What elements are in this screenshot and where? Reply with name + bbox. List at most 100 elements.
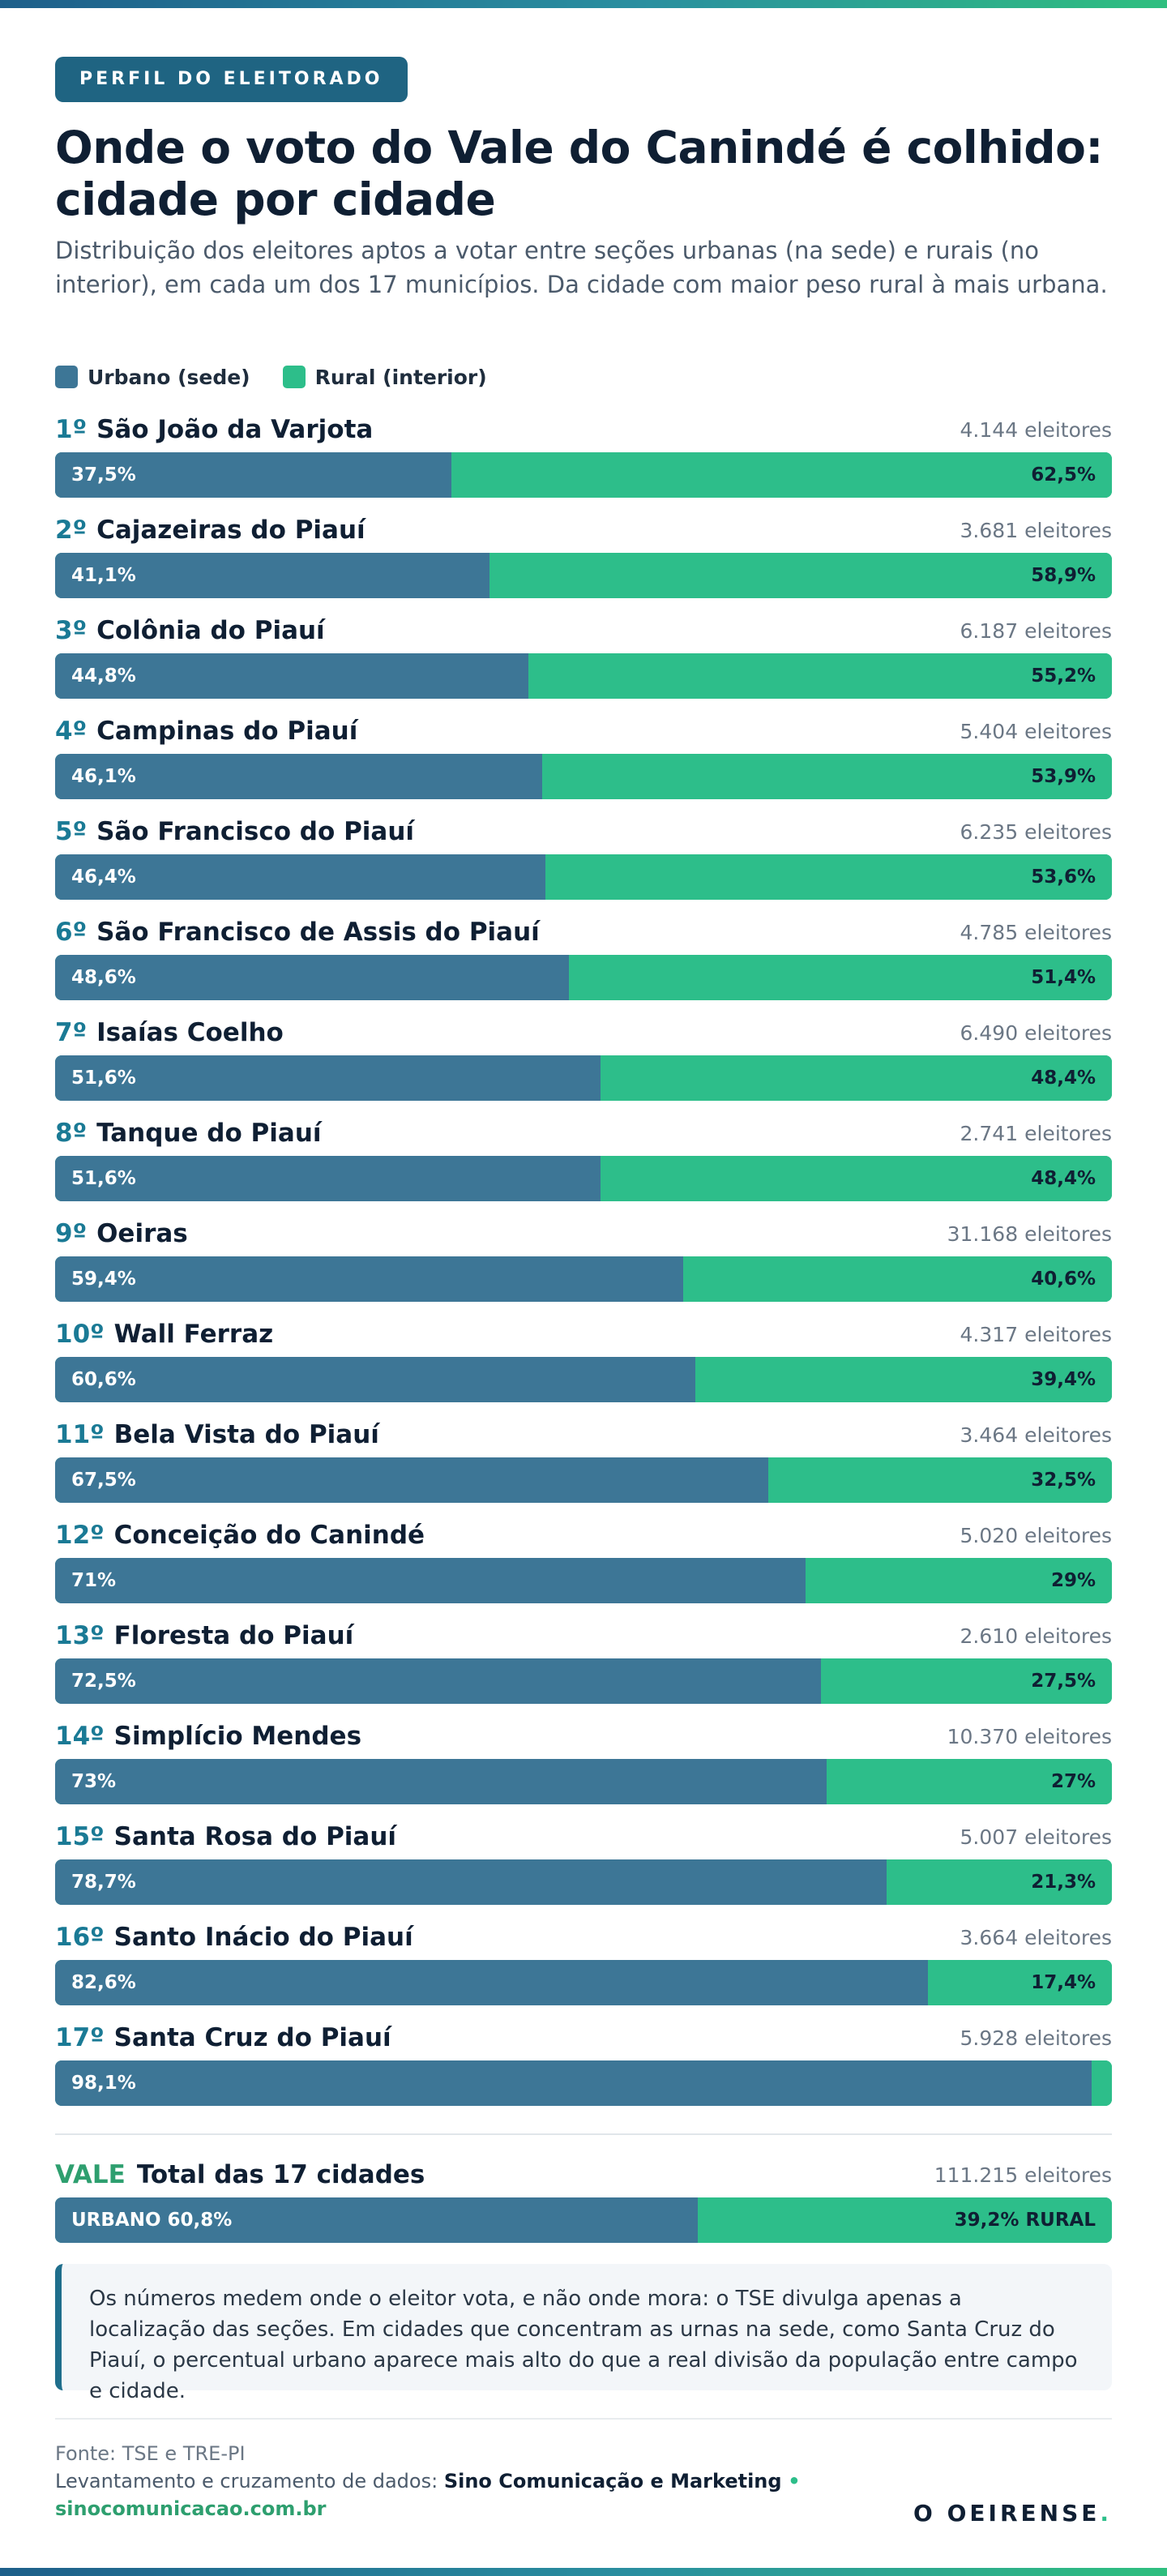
bar-segment-rural [528,653,1112,699]
bar-segment-urban [55,1156,601,1201]
row-voters-count: 4.144 [960,417,1019,442]
rural-value-label: 53,6% [1031,867,1096,888]
row-rank: 9º [55,1219,88,1248]
rural-value-label: 48,4% [1031,1068,1096,1089]
row-head: 10º Wall Ferraz 4.317 eleitores [55,1314,1112,1354]
bar-segment-rural [489,553,1112,598]
row-head: 5º São Francisco do Piauí 6.235 eleitores [55,811,1112,852]
urban-value-label: 67,5% [71,1470,136,1491]
row-voters-unit: eleitores [1024,920,1112,944]
brand-logo: O OEIRENSE. [913,2500,1112,2527]
row-head: 12º Conceição do Canindé 5.020 eleitores [55,1515,1112,1555]
row-bar: 78,7% 21,3% [55,1859,1112,1905]
row-head: 14º Simplício Mendes 10.370 eleitores [55,1716,1112,1757]
row-bar: 67,5% 32,5% [55,1457,1112,1503]
row-city: Conceição do Canindé [113,1521,425,1550]
chart-row: 3º Colônia do Piauí 6.187 eleitores 44,8% 55,… [55,610,1112,711]
bar-segment-rural [887,1859,1112,1905]
urban-value-label: 98,1% [71,2073,136,2094]
chart-row: 15º Santa Rosa do Piauí 5.007 eleitores 78,7… [55,1816,1112,1917]
site-link[interactable]: sinocomunicacao.com.br [55,2497,327,2520]
chart-row: 8º Tanque do Piauí 2.741 eleitores 51,6% 48,4… [55,1113,1112,1213]
row-voters: 4.144 eleitores [960,418,1112,442]
row-voters-count: 31.168 [947,1222,1019,1246]
row-bar: 72,5% 27,5% [55,1658,1112,1704]
bar-segment-urban [55,1759,827,1804]
row-voters: 6.235 eleitores [960,820,1112,844]
row-head: 8º Tanque do Piauí 2.741 eleitores [55,1113,1112,1153]
chart-legend: Urbano (sede) Rural (interior) [55,362,519,392]
row-head: 15º Santa Rosa do Piauí 5.007 eleitores [55,1816,1112,1857]
bar-segment-rural [1092,2060,1112,2106]
row-bar: 51,6% 48,4% [55,1055,1112,1101]
row-rank: 10º [55,1320,105,1349]
row-voters: 5.404 eleitores [960,720,1112,743]
row-rank: 3º [55,616,88,645]
rural-value-label: 58,9% [1031,565,1096,586]
row-voters-count: 4.317 [960,1322,1019,1346]
brand-name: O OEIRENSE [913,2500,1101,2527]
row-voters: 6.490 eleitores [960,1021,1112,1045]
row-city: Oeiras [96,1219,188,1248]
divider [55,2133,1112,2135]
row-rank: 14º [55,1722,105,1751]
row-voters-count: 2.610 [960,1624,1019,1648]
bar-segment-rural [821,1658,1112,1704]
brand-dot: . [1100,2500,1112,2527]
row-voters: 4.317 eleitores [960,1323,1112,1346]
total-voters-unit: eleitores [1024,2163,1112,2187]
row-head: 17º Santa Cruz do Piauí 5.928 eleitores [55,2018,1112,2058]
urban-value-label: 51,6% [71,1168,136,1189]
row-rank: 13º [55,1621,105,1650]
row-voters-count: 2.741 [960,1121,1019,1145]
bar-segment-urban [55,1960,929,2005]
row-voters-unit: eleitores [1024,518,1112,542]
row-voters-count: 3.464 [960,1423,1019,1447]
row-voters-count: 4.785 [960,920,1019,944]
legend-swatch-rural [282,366,306,388]
credit-prefix: Levantamento e cruzamento de dados: [55,2470,438,2493]
row-voters-unit: eleitores [1024,1121,1112,1145]
total-row-head: VALE Total das 17 cidades 111.215 eleito… [55,2155,1112,2195]
page-subtitle: Distribuição dos eleitores aptos a votar… [55,237,1108,298]
chart-row: 5º São Francisco do Piauí 6.235 eleitores 46… [55,811,1112,912]
row-bar: 41,1% 58,9% [55,553,1112,598]
total-voters-count: 111.215 [934,2163,1019,2187]
row-voters-count: 6.187 [960,618,1019,643]
row-bar: 46,4% 53,6% [55,854,1112,900]
row-bar: 71% 29% [55,1558,1112,1603]
row-bar: 98,1% [55,2060,1112,2106]
bar-segment-rural [600,1156,1112,1201]
rural-value-label: 39,4% [1031,1369,1096,1390]
rural-value-label: 55,2% [1031,665,1096,687]
row-bar: 44,8% 55,2% [55,653,1112,699]
row-rank: 1º [55,415,88,444]
urban-value-label: 72,5% [71,1671,136,1692]
row-voters-unit: eleitores [1024,1523,1112,1547]
total-tag: VALE [55,2160,126,2189]
row-city: Floresta do Piauí [113,1621,354,1650]
row-rank: 6º [55,918,88,947]
chart-row: 2º Cajazeiras do Piauí 3.681 eleitores 41,1%… [55,510,1112,610]
total-voters: 111.215 eleitores [934,2163,1112,2187]
row-voters-count: 6.490 [960,1021,1019,1045]
row-rank: 16º [55,1923,105,1952]
bottom-gradient-strip [0,2568,1167,2576]
chart-row: 13º Floresta do Piauí 2.610 eleitores 72,5% 2… [55,1615,1112,1716]
legend-swatch-urban [55,366,78,388]
row-bar: 51,6% 48,4% [55,1156,1112,1201]
chart-row: 9º Oeiras 31.168 eleitores 59,4% 40,6% [55,1213,1112,1314]
chart-row: 10º Wall Ferraz 4.317 eleitores 60,6% 39,4% [55,1314,1112,1414]
bar-segment-urban [55,1558,806,1603]
row-head: 2º Cajazeiras do Piauí 3.681 eleitores [55,510,1112,550]
row-voters: 3.681 eleitores [960,519,1112,542]
bar-segment-rural [545,854,1112,900]
row-voters-count: 5.928 [960,2026,1019,2050]
source-text: Fonte: TSE e TRE-PI [55,2442,246,2465]
row-head: 16º Santo Inácio do Piauí 3.664 eleitores [55,1917,1112,1958]
legend-item-rural: Rural (interior) [282,366,487,389]
row-voters: 5.007 eleitores [960,1825,1112,1849]
row-voters-unit: eleitores [1024,819,1112,844]
row-rank: 15º [55,1822,105,1851]
row-city: São João da Varjota [96,415,374,444]
